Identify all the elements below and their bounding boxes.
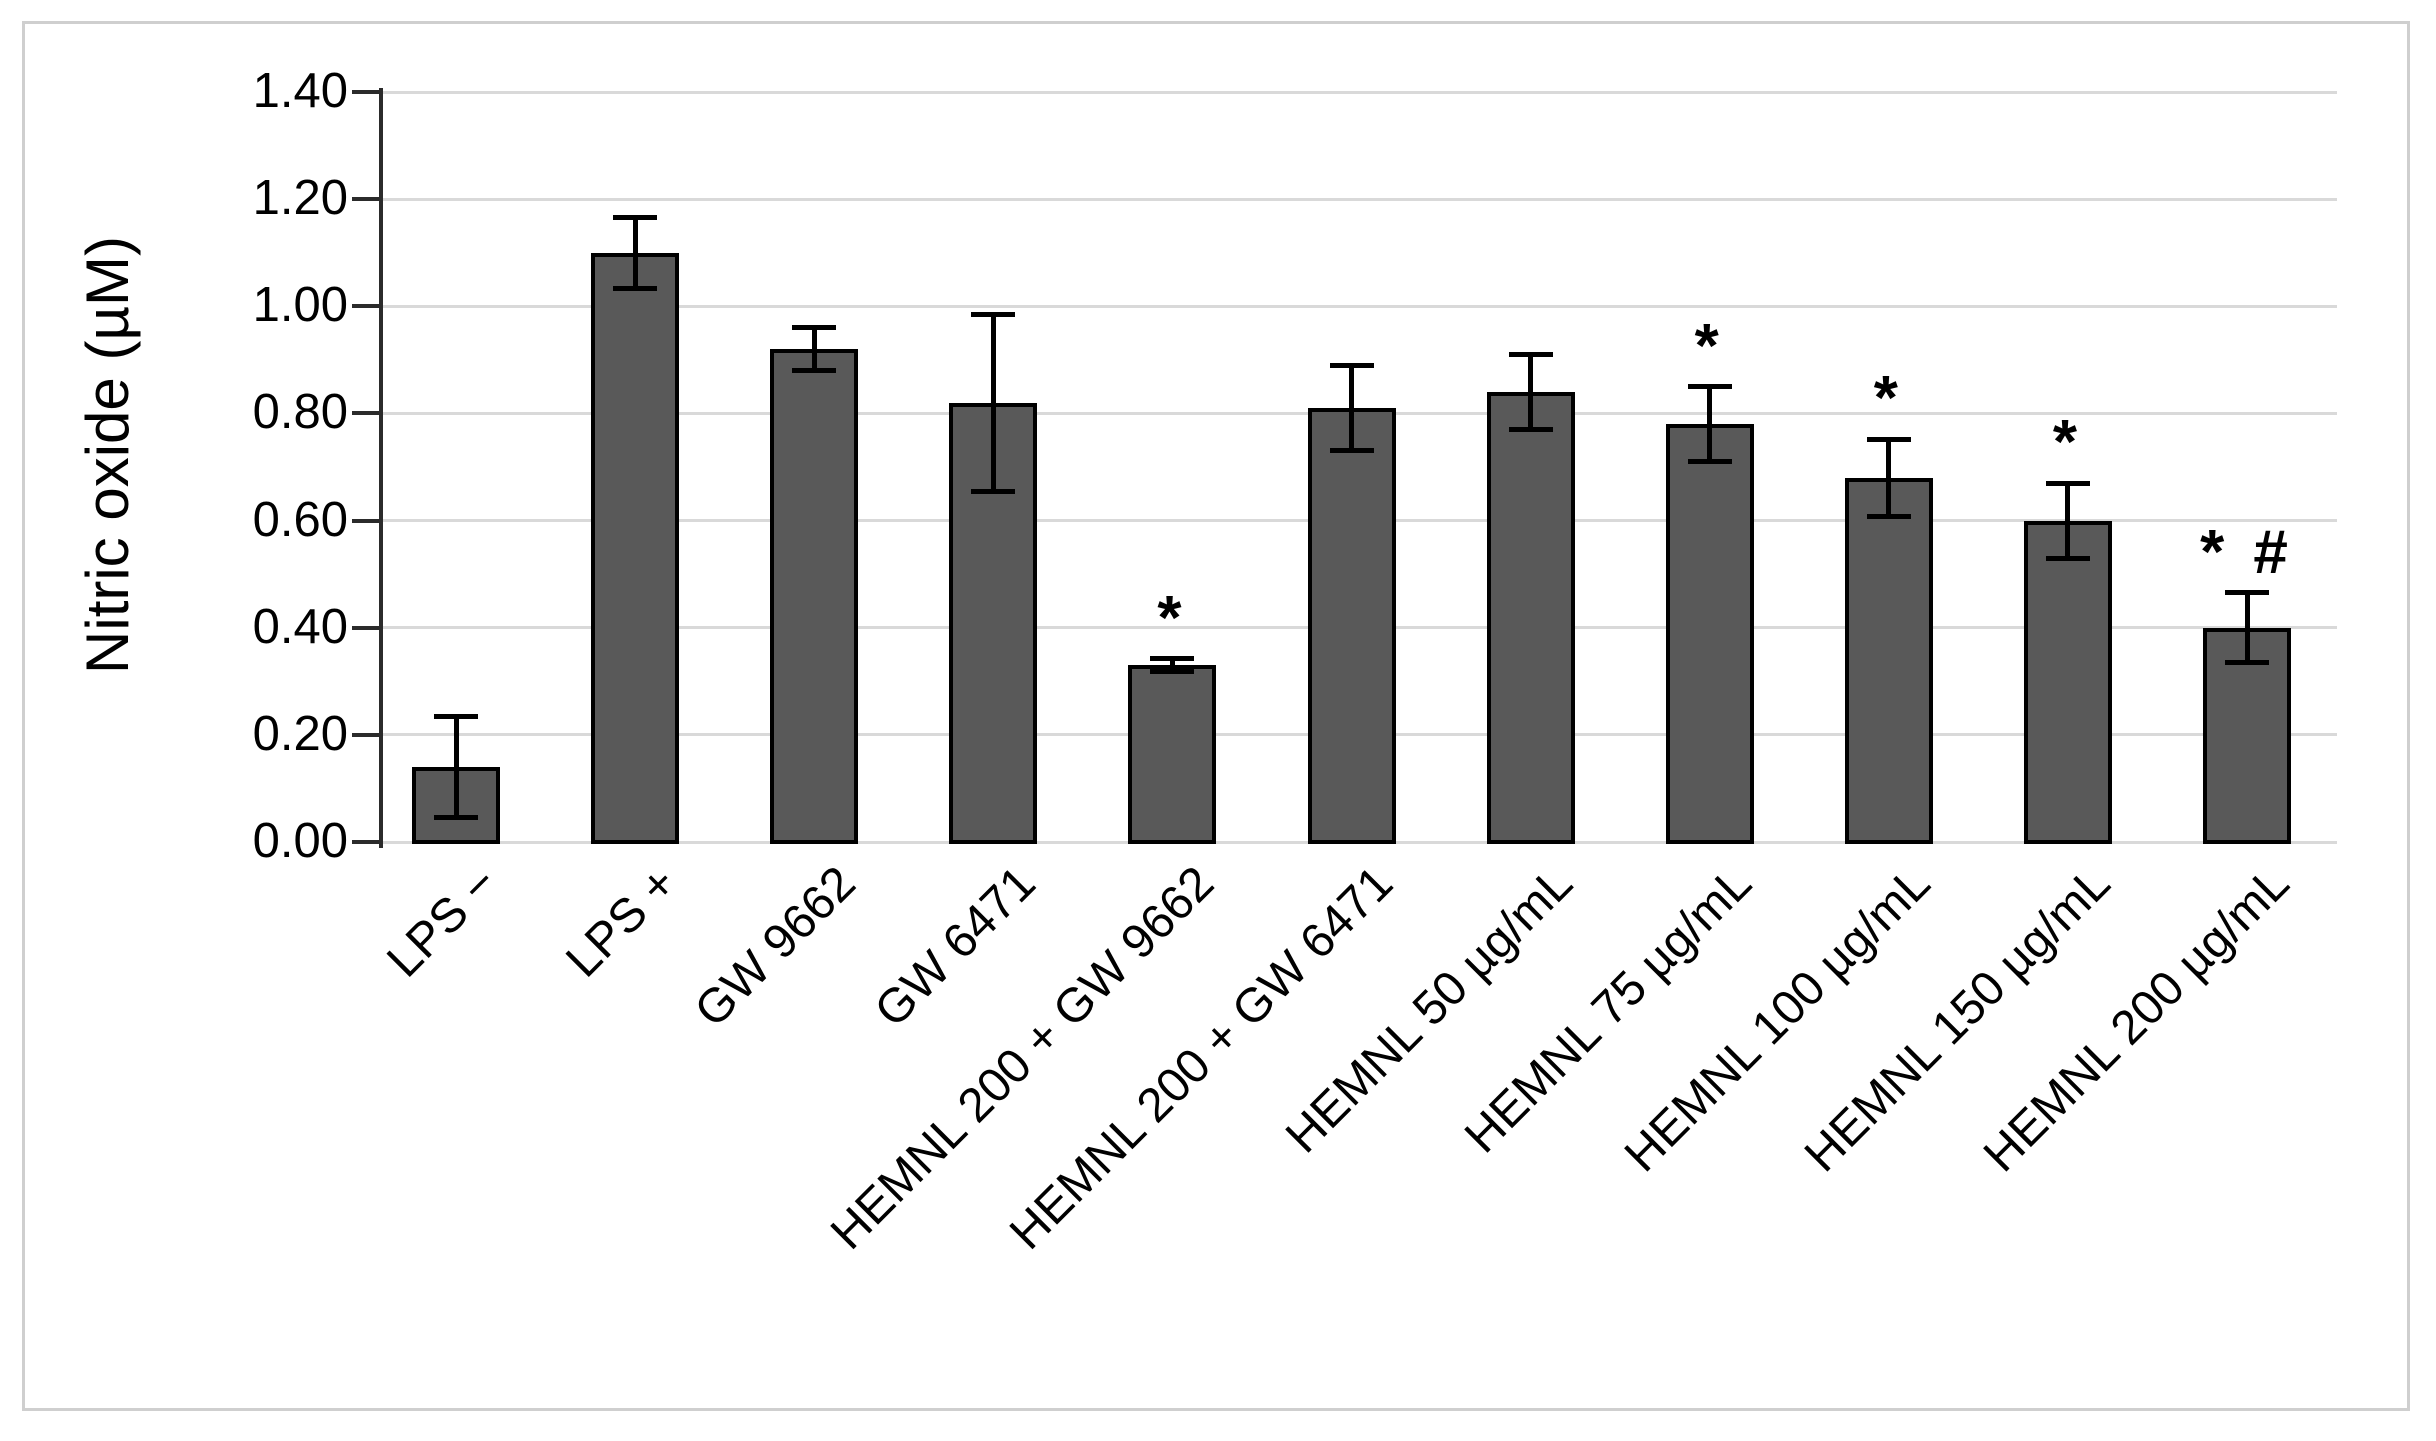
x-axis-label: GW 6471 — [864, 856, 1046, 1038]
error-bar — [1528, 354, 1534, 430]
error-bar-cap — [971, 488, 1016, 494]
error-bar-cap — [971, 311, 1016, 317]
error-bar — [1707, 386, 1713, 462]
significance-marker: * — [1873, 364, 1904, 434]
error-bar-cap — [1329, 448, 1374, 454]
bar — [770, 349, 859, 844]
x-axis-label: LPS − — [377, 856, 509, 988]
error-bar-cap — [1866, 513, 1911, 519]
y-axis-tick — [352, 625, 381, 630]
bar — [591, 252, 680, 844]
error-bar-cap — [2225, 590, 2269, 596]
y-axis-tick — [352, 90, 381, 94]
error-bar-cap — [613, 214, 658, 220]
error-bar-cap — [792, 368, 837, 374]
error-bar — [1349, 365, 1354, 451]
error-bar-cap — [1687, 459, 1732, 465]
error-bar — [811, 327, 817, 371]
error-bar-cap — [2045, 555, 2090, 561]
y-axis-line — [379, 88, 383, 848]
error-bar — [453, 716, 459, 818]
y-tick-label: 1.20 — [252, 171, 348, 226]
x-axis-label: LPS + — [556, 856, 688, 988]
error-bar-cap — [1508, 352, 1553, 357]
error-bar — [2244, 592, 2250, 663]
x-axis-label: GW 9662 — [685, 856, 867, 1038]
error-bar-cap — [2225, 660, 2269, 666]
significance-marker: * — [1157, 583, 1188, 653]
x-axis-label: HEMNL 200 µg/mL — [1973, 856, 2300, 1183]
error-bar — [990, 314, 996, 492]
bar — [1307, 408, 1396, 844]
error-bar-cap — [613, 285, 658, 291]
y-tick-label: 0.20 — [252, 706, 348, 761]
error-bar — [1886, 439, 1892, 517]
gridline — [381, 90, 2337, 94]
bar — [1128, 665, 1217, 844]
bar — [1665, 424, 1754, 844]
y-axis-tick — [352, 197, 381, 202]
error-bar-cap — [2045, 480, 2090, 486]
x-axis-label: HEMNL 100 µg/mL — [1615, 856, 1941, 1183]
error-bar-cap — [1150, 656, 1195, 662]
y-axis-tick — [352, 304, 381, 309]
bar — [2023, 520, 2112, 844]
gridline — [381, 304, 2337, 308]
error-bar-cap — [1329, 362, 1374, 368]
error-bar-cap — [1508, 427, 1553, 432]
error-bar-cap — [1150, 669, 1195, 675]
error-bar — [632, 217, 638, 289]
error-bar — [2065, 483, 2071, 559]
error-bar — [1169, 658, 1175, 672]
significance-marker: * # — [2200, 517, 2294, 587]
y-tick-label: 0.00 — [252, 814, 348, 868]
bar — [1486, 392, 1575, 844]
error-bar-cap — [1866, 436, 1911, 442]
y-axis-tick — [352, 840, 381, 844]
y-tick-label: 1.40 — [252, 64, 348, 118]
y-tick-label: 0.60 — [252, 492, 348, 547]
significance-marker: * — [2052, 408, 2083, 478]
y-axis-tick — [352, 411, 381, 416]
y-tick-label: 0.80 — [252, 385, 348, 440]
y-axis-tick — [352, 732, 381, 737]
gridline — [381, 197, 2337, 201]
bar — [1844, 477, 1933, 844]
y-tick-label: 1.00 — [252, 278, 348, 333]
y-axis-tick — [352, 518, 381, 523]
error-bar-cap — [792, 325, 837, 331]
x-axis-label: HEMNL 150 µg/mL — [1794, 856, 2120, 1183]
y-tick-label: 0.40 — [252, 599, 348, 654]
significance-marker: * — [1694, 311, 1725, 381]
error-bar-cap — [1687, 384, 1732, 390]
error-bar-cap — [434, 713, 478, 719]
error-bar-cap — [434, 815, 478, 821]
